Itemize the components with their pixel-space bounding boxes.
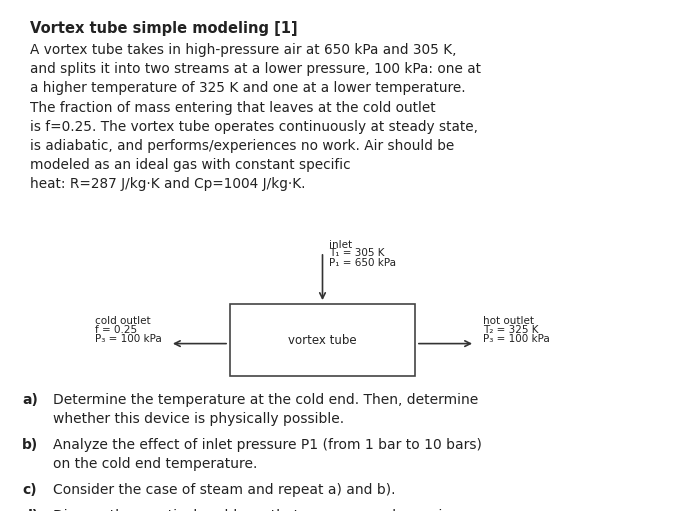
Text: c): c) [22, 483, 37, 497]
Text: Analyze the effect of inlet pressure P1 (from 1 bar to 10 bars): Analyze the effect of inlet pressure P1 … [53, 438, 482, 452]
Text: vortex tube: vortex tube [288, 334, 357, 346]
Text: T₂ = 325 K: T₂ = 325 K [483, 324, 538, 335]
Text: cold outlet: cold outlet [95, 316, 151, 326]
Text: P₃ = 100 kPa: P₃ = 100 kPa [95, 334, 162, 343]
Text: hot outlet: hot outlet [483, 316, 534, 326]
Text: and splits it into two streams at a lower pressure, 100 kPa: one at: and splits it into two streams at a lowe… [30, 62, 481, 76]
Text: f = 0.25: f = 0.25 [95, 324, 137, 335]
Text: A vortex tube takes in high-pressure air at 650 kPa and 305 K,: A vortex tube takes in high-pressure air… [30, 43, 456, 57]
Bar [230, 304, 415, 376]
Text: Consider the case of steam and repeat a) and b).: Consider the case of steam and repeat a)… [53, 483, 395, 497]
Text: T₁ = 305 K: T₁ = 305 K [329, 248, 385, 258]
Text: d): d) [22, 508, 38, 511]
Text: whether this device is physically possible.: whether this device is physically possib… [53, 412, 344, 426]
Text: on the cold end temperature.: on the cold end temperature. [53, 457, 257, 471]
Text: is adiabatic, and performs/experiences no work. Air should be: is adiabatic, and performs/experiences n… [30, 139, 454, 153]
Text: P₁ = 650 kPa: P₁ = 650 kPa [329, 258, 397, 268]
Text: a): a) [22, 393, 38, 407]
Text: heat: R=287 J/kg·K and Cp=1004 J/kg·K.: heat: R=287 J/kg·K and Cp=1004 J/kg·K. [30, 177, 305, 192]
Text: Determine the temperature at the cold end. Then, determine: Determine the temperature at the cold en… [53, 393, 478, 407]
Text: The fraction of mass entering that leaves at the cold outlet: The fraction of mass entering that leave… [30, 101, 436, 114]
Text: is f=0.25. The vortex tube operates continuously at steady state,: is f=0.25. The vortex tube operates cont… [30, 120, 478, 134]
Text: b): b) [22, 438, 38, 452]
Text: Vortex tube simple modeling [1]: Vortex tube simple modeling [1] [30, 21, 298, 36]
Text: modeled as an ideal gas with constant specific: modeled as an ideal gas with constant sp… [30, 158, 350, 172]
Text: P₃ = 100 kPa: P₃ = 100 kPa [483, 334, 550, 343]
Text: Discuss the practical problems that may occur when using: Discuss the practical problems that may … [53, 508, 460, 511]
Text: inlet: inlet [329, 240, 352, 250]
Text: a higher temperature of 325 K and one at a lower temperature.: a higher temperature of 325 K and one at… [30, 81, 466, 96]
